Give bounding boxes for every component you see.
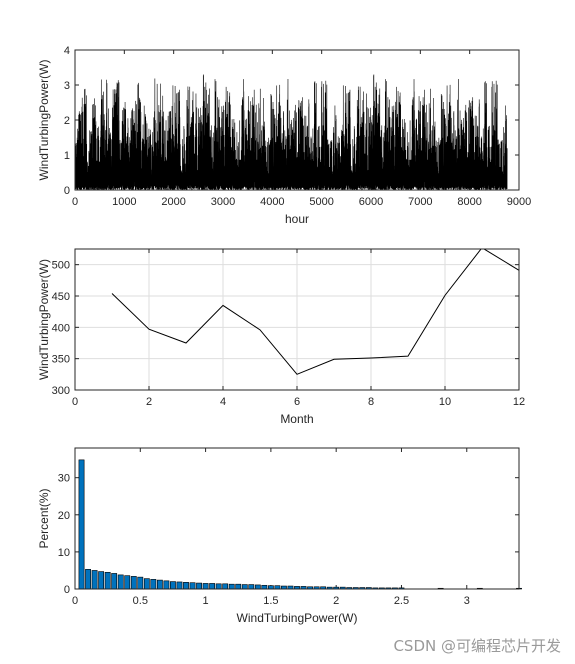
x-tick-label: 1.5 [263, 595, 278, 607]
watermark: CSDN @可编程芯片开发 [393, 637, 561, 655]
histogram-bar [209, 583, 216, 590]
x-tick-label: 8000 [457, 196, 481, 208]
histogram-bar [117, 574, 124, 590]
x-tick-label: 7000 [408, 196, 432, 208]
y-tick-label: 350 [52, 354, 70, 366]
x-tick-label: 0 [72, 396, 78, 408]
histogram-bar [215, 583, 222, 590]
y-tick-label: 0 [64, 584, 70, 596]
histogram-bar [267, 585, 274, 590]
y-axis-label: WindTurbingPower(W) [37, 259, 51, 380]
histogram-bar [170, 581, 176, 590]
histogram-bar [228, 583, 235, 590]
y-tick-label: 1 [64, 150, 70, 162]
power-histogram-plot: 0 0.5 1 1.5 2 2.5 30102030WindTurbingPower(W)P… [37, 447, 522, 625]
y-axis-label: WindTurbingPower(W) [37, 60, 51, 181]
x-tick-label: 0 [72, 196, 78, 208]
histogram-bar [78, 459, 85, 590]
histogram-bar [196, 582, 202, 590]
histogram-bar [261, 584, 268, 590]
y-tick-label: 500 [52, 260, 70, 272]
histogram-bar [150, 579, 157, 590]
histogram-bar [241, 584, 248, 590]
y-axis-label: Percent(%) [37, 488, 51, 548]
x-tick-label: 2 [146, 396, 152, 408]
x-tick-label: 0.5 [133, 595, 148, 607]
y-tick-label: 30 [58, 473, 70, 485]
x-tick-label: 2 [333, 595, 339, 607]
histogram-bar [91, 570, 98, 590]
x-axis-label: WindTurbingPower(W) [237, 611, 358, 625]
x-axis-label: hour [285, 212, 309, 226]
histogram-bar [235, 583, 242, 590]
x-tick-label: 5000 [309, 196, 333, 208]
axes-box [74, 447, 520, 590]
histogram-bar [130, 576, 137, 590]
histogram-bar [163, 580, 170, 590]
histogram-bar [189, 582, 196, 590]
x-tick-label: 8 [368, 396, 374, 408]
hourly-power-line [74, 74, 508, 191]
y-tick-label: 20 [58, 510, 70, 522]
x-tick-label: 4 [220, 396, 226, 408]
hourly-power-plot: 0 1000 2000 3000 4000 5000 6000 7000 8000 9000 0 1 2… [37, 45, 531, 226]
histogram-bar [156, 579, 163, 590]
x-tick-label: 0 [72, 595, 78, 607]
histogram-bar [124, 575, 131, 590]
y-tick-label: 10 [58, 547, 70, 559]
x-tick-label: 3000 [211, 196, 235, 208]
histogram-bar [254, 584, 261, 590]
x-tick-label: 1 [203, 595, 209, 607]
monthly-power-line [111, 249, 519, 375]
x-tick-label: 3 [464, 595, 470, 607]
x-tick-label: 4000 [260, 196, 284, 208]
x-tick-label: 9000 [507, 196, 531, 208]
histogram-bar [111, 573, 118, 590]
histogram-bar [183, 582, 189, 590]
y-tick-label: 3 [64, 80, 70, 92]
histogram-bar [143, 578, 150, 590]
x-tick-label: 1000 [112, 196, 136, 208]
x-tick-label: 10 [439, 396, 451, 408]
histogram-bar [104, 571, 111, 590]
histogram-bar [248, 584, 255, 590]
histogram-bar [274, 585, 281, 590]
x-tick-label: 6 [294, 396, 300, 408]
y-tick-label: 2 [64, 115, 70, 127]
histogram-bar [176, 581, 183, 590]
axes-box [74, 49, 520, 191]
axes-box [74, 248, 520, 391]
histogram-bar [98, 571, 105, 590]
x-tick-label: 2.5 [394, 595, 409, 607]
x-tick-label: 6000 [359, 196, 383, 208]
monthly-power-plot: 0 2 4 6 8 10 12 300 350 400 450 500 Month WindTurbing… [37, 247, 525, 426]
y-tick-label: 4 [64, 45, 70, 57]
axes-background [75, 448, 519, 589]
y-tick-label: 400 [52, 322, 70, 334]
y-tick-label: 450 [52, 291, 70, 303]
histogram-bar [202, 583, 209, 590]
histogram-bar [137, 576, 144, 590]
y-tick-label: 300 [52, 385, 70, 397]
histogram-bar [85, 569, 91, 590]
x-tick-label: 2000 [161, 196, 185, 208]
x-axis-label: Month [280, 412, 313, 426]
x-tick-label: 12 [513, 396, 525, 408]
histogram-bar [222, 583, 229, 590]
y-tick-label: 0 [64, 185, 70, 197]
